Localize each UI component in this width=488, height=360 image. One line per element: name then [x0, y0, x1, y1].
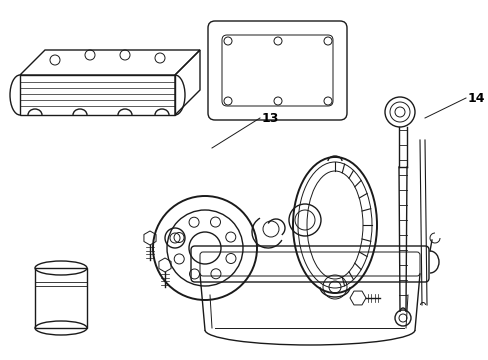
Text: 13: 13: [262, 112, 279, 125]
Text: 14: 14: [467, 91, 485, 104]
